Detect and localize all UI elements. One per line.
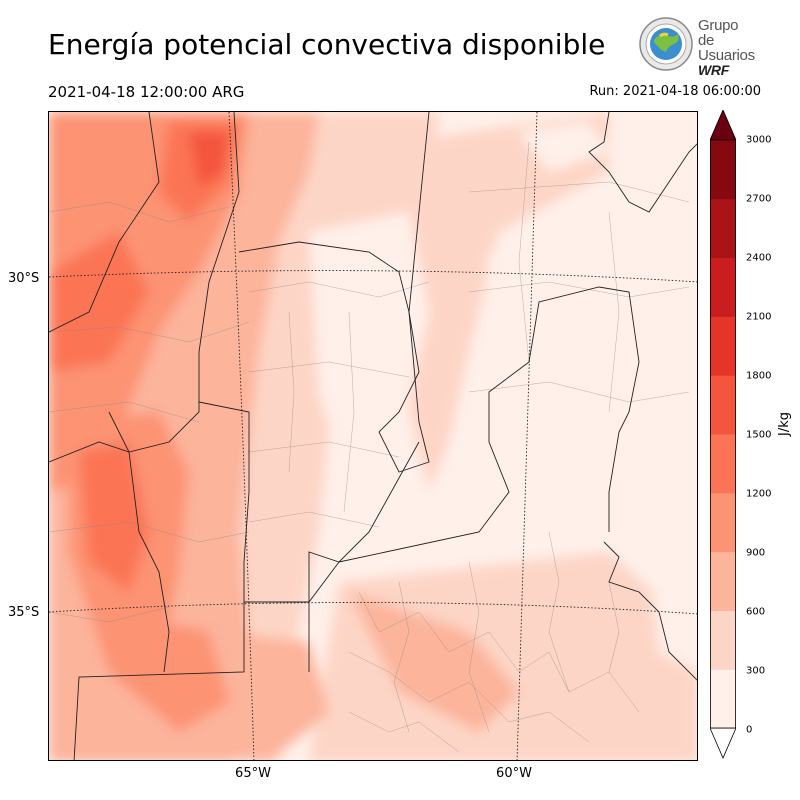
- colorbar-segment: [710, 610, 736, 670]
- logo-line-3: WRF: [698, 62, 729, 78]
- colorbar-segment: [710, 434, 736, 494]
- colorbar-tick-label: 2700: [746, 193, 772, 205]
- colorbar-tick-label: 600: [746, 606, 766, 618]
- graticule-lon-60: [516, 112, 538, 760]
- lat-label-30s: 30°S: [8, 271, 40, 286]
- valid-time: 2021-04-18 12:00:00 ARG: [48, 83, 245, 101]
- map-title: Energía potencial convectiva disponible: [48, 28, 606, 61]
- colorbar-tick-label: 1200: [746, 488, 772, 500]
- colorbar-tick-label: 3000: [746, 134, 772, 146]
- logo-line-1: Grupo de: [698, 17, 739, 49]
- grupo-usuarios-wrf-logo: Grupo de Usuarios WRF: [638, 16, 758, 78]
- colorbar-extend-max: [710, 110, 736, 141]
- province-boundaries: [49, 112, 697, 760]
- colorbar-tick-label: 1800: [746, 370, 772, 382]
- graticule: [49, 112, 697, 760]
- department-boundaries: [49, 141, 690, 753]
- colorbar-segment: [710, 198, 736, 259]
- graticule-lon-65: [228, 112, 255, 760]
- colorbar-segment: [710, 492, 736, 553]
- colorbar-tick-label: 1500: [746, 429, 772, 441]
- colorbar-segment: [710, 139, 736, 200]
- colorbar-segment: [710, 316, 736, 376]
- logo-text: Grupo de Usuarios WRF: [698, 18, 758, 78]
- colorbar-segment: [710, 257, 736, 317]
- colorbar-segment: [710, 375, 736, 435]
- lon-label-65w: 65°W: [235, 766, 271, 781]
- graticule-lat-35: [49, 602, 697, 615]
- colorbar-tick-label: 900: [746, 547, 766, 559]
- lon-label-60w: 60°W: [496, 766, 532, 781]
- colorbar: [710, 110, 736, 760]
- colorbar-segment: [710, 669, 736, 729]
- graticule-lat-30: [49, 270, 697, 283]
- run-time: Run: 2021-04-18 06:00:00: [589, 84, 761, 99]
- lat-label-35s: 35°S: [8, 605, 40, 620]
- globe-seal-icon: [639, 17, 693, 71]
- colorbar-unit-label: J/kg: [777, 412, 792, 436]
- colorbar-tick-label: 0: [746, 724, 753, 736]
- colorbar-tick-label: 2100: [746, 311, 772, 323]
- cape-field: [49, 112, 697, 760]
- colorbar-extend-min: [710, 727, 736, 760]
- colorbar-segment: [710, 551, 736, 611]
- cape-map: [48, 111, 698, 761]
- colorbar-tick-label: 2400: [746, 252, 772, 264]
- logo-line-2: Usuarios: [698, 47, 755, 64]
- colorbar-tick-label: 300: [746, 665, 766, 677]
